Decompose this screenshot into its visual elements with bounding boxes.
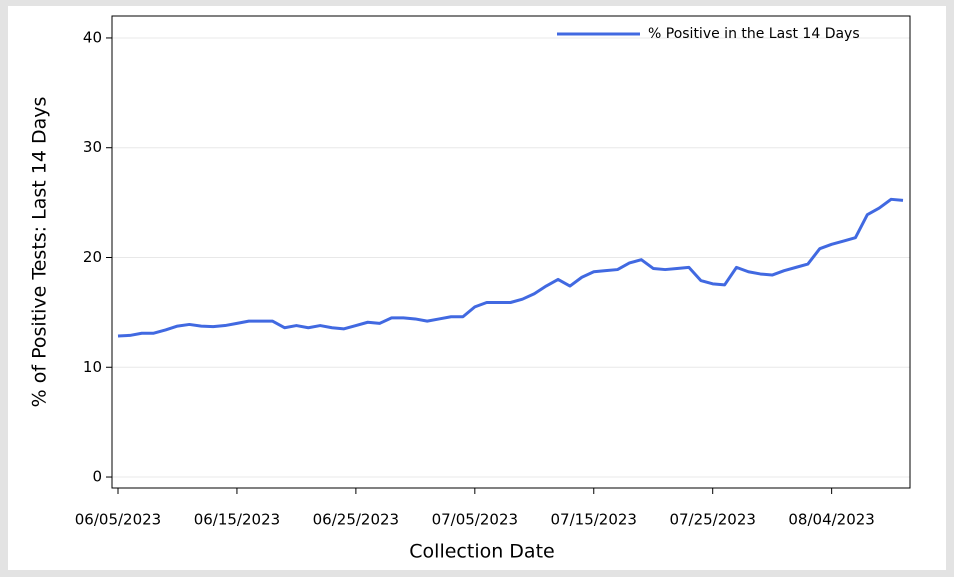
x-tick-label: 08/04/2023 [788, 511, 874, 529]
y-tick-label: 20 [83, 248, 102, 266]
legend-label: % Positive in the Last 14 Days [648, 26, 860, 42]
x-tick-label: 07/25/2023 [669, 511, 755, 529]
y-axis-title: % of Positive Tests: Last 14 Days [29, 97, 51, 408]
line [117, 197, 904, 338]
x-tick-label: 06/05/2023 [75, 511, 161, 529]
y-tick-label: 10 [83, 358, 102, 376]
plot-frame [111, 15, 911, 489]
x-tick-label: 06/15/2023 [194, 511, 280, 529]
x-tick-label: 07/05/2023 [432, 511, 518, 529]
x-tick-label: 06/25/2023 [313, 511, 399, 529]
y-tick-label: 30 [83, 138, 102, 156]
y-tick-label: 0 [92, 468, 102, 486]
x-axis-title: Collection Date [409, 541, 554, 563]
panel [8, 6, 946, 570]
y-tick-label: 40 [83, 28, 102, 46]
x-tick-label: 07/15/2023 [551, 511, 637, 529]
